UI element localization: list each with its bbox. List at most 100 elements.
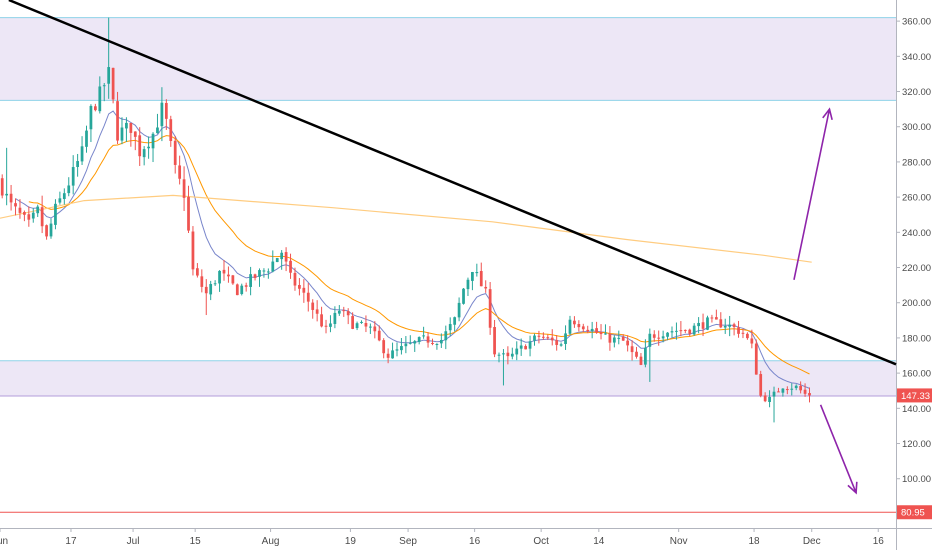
candle-body-95: [422, 335, 425, 337]
candle-body-96: [426, 336, 430, 343]
candle-body-70: [311, 302, 315, 310]
candle-body-100: [444, 331, 448, 341]
candle-body-16: [71, 167, 75, 186]
candle-body-112: [497, 354, 501, 356]
candles-layer: [0, 17, 811, 423]
candle-body-153: [679, 330, 683, 332]
candle-body-6: [27, 214, 31, 220]
candle-body-60: [266, 271, 270, 273]
x-tick-label-5: 19: [345, 536, 357, 547]
candle-body-78: [346, 311, 350, 316]
zone-1: [0, 360, 896, 396]
candle-body-9: [40, 207, 44, 227]
candle-body-2: [9, 193, 13, 203]
candle-body-15: [67, 185, 71, 194]
candle-body-41: [182, 179, 186, 198]
candle-body-37: [164, 102, 168, 119]
price-label-bg-1: [897, 505, 932, 520]
candle-body-129: [573, 320, 576, 325]
candle-body-71: [315, 309, 319, 314]
y-tick-label-10: 300.00: [902, 122, 931, 133]
candle-body-179: [794, 385, 798, 389]
y-tick-label-6: 220.00: [902, 263, 931, 274]
candle-body-176: [781, 388, 785, 393]
candle-body-115: [510, 353, 514, 357]
candle-body-87: [386, 353, 390, 358]
candle-body-116: [515, 348, 519, 355]
candle-body-68: [302, 287, 306, 293]
candle-body-122: [541, 336, 545, 338]
candle-body-177: [785, 389, 789, 391]
candle-body-136: [604, 333, 607, 335]
price-axis[interactable]: 100.00 120.00 140.00 160.00 180.00 200.00 220.…: [896, 17, 932, 520]
candle-body-147: [652, 334, 656, 338]
price-label-0: 147.33: [901, 391, 930, 402]
candle-body-105: [466, 279, 470, 290]
long-average-line: [0, 194, 812, 263]
candle-body-103: [457, 302, 461, 318]
candle-body-75: [333, 312, 337, 324]
x-tick-label-2: Jul: [127, 536, 140, 547]
drawings-layer: [8, 0, 897, 495]
candle-body-27: [120, 127, 124, 141]
candle-body-12: [54, 203, 57, 225]
candle-body-53: [235, 284, 239, 296]
candle-body-8: [36, 206, 40, 214]
candle-body-26: [116, 101, 119, 141]
candle-body-126: [559, 344, 563, 346]
moving-averages-layer: [0, 110, 812, 389]
candle-body-50: [222, 269, 226, 274]
candle-body-107: [475, 272, 479, 274]
candle-body-81: [360, 321, 363, 323]
y-tick-label-8: 260.00: [902, 193, 931, 204]
candle-body-170: [754, 343, 758, 375]
candle-body-17: [76, 161, 79, 167]
candle-body-55: [244, 285, 248, 287]
candle-body-97: [431, 342, 434, 344]
trendline: [8, 0, 897, 366]
candle-body-166: [737, 327, 740, 334]
x-tick-label-6: Sep: [399, 536, 417, 547]
candle-body-91: [404, 343, 408, 347]
candle-body-131: [581, 326, 585, 330]
x-tick-label-3: 15: [190, 536, 202, 547]
candle-body-169: [750, 338, 754, 344]
candle-body-143: [635, 351, 638, 357]
candle-body-52: [231, 275, 235, 284]
candle-body-69: [306, 292, 310, 302]
candle-body-73: [324, 325, 328, 327]
candle-body-132: [586, 329, 590, 332]
candle-body-4: [18, 207, 22, 213]
candle-body-101: [448, 324, 452, 331]
ema-fast-line: [15, 110, 810, 389]
arrow-1-shaft: [819, 404, 857, 494]
candle-body-172: [763, 395, 767, 402]
candle-body-84: [373, 326, 377, 332]
candle-body-23: [102, 85, 106, 87]
candle-body-110: [488, 289, 492, 328]
candle-body-1: [5, 193, 9, 196]
candle-body-134: [595, 328, 598, 333]
candle-body-33: [147, 146, 150, 149]
candle-body-11: [49, 223, 53, 237]
y-tick-label-3: 160.00: [902, 369, 931, 380]
arrow-0-head: [822, 107, 833, 120]
candle-body-98: [435, 343, 439, 345]
candle-body-161: [714, 317, 718, 320]
candle-body-156: [692, 325, 696, 335]
candle-body-120: [533, 335, 536, 341]
candle-body-118: [524, 346, 527, 350]
candle-body-59: [262, 270, 266, 272]
y-tick-label-11: 320.00: [902, 87, 931, 98]
candle-body-44: [196, 268, 199, 276]
candle-body-86: [382, 340, 386, 354]
candle-body-35: [156, 127, 159, 134]
candle-body-47: [209, 284, 213, 295]
candle-body-167: [741, 332, 745, 334]
y-tick-label-2: 140.00: [902, 404, 931, 415]
candle-body-82: [364, 323, 368, 327]
candle-body-85: [377, 330, 381, 341]
candle-body-106: [471, 271, 474, 281]
time-axis[interactable]: Jun 17 Jul 15 Aug 19 Sep 16 Oct 14 Nov 18 Dec 16: [0, 528, 884, 547]
